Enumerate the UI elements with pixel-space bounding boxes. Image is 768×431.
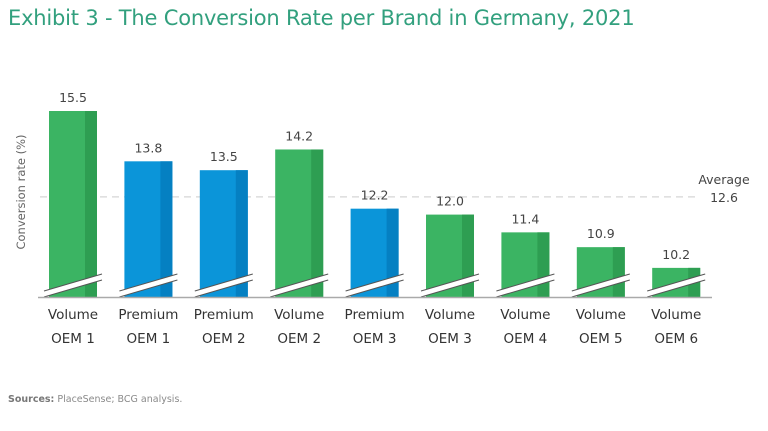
data-label: 12.0 <box>436 194 464 209</box>
bar-shade <box>235 170 248 297</box>
axis-break-line <box>647 273 706 292</box>
axis-break <box>194 274 253 297</box>
x-tick-label-segment: Volume <box>48 307 98 323</box>
axis-break-line <box>43 279 103 298</box>
bar-shade <box>612 247 625 297</box>
x-tick-label-brand: OEM 2 <box>202 331 246 347</box>
axis-break-line <box>496 273 555 292</box>
data-label: 11.4 <box>511 211 539 226</box>
axis-break-line <box>420 279 480 298</box>
axis-break-line <box>119 273 178 292</box>
x-tick-label-brand: OEM 1 <box>51 331 95 347</box>
y-axis-label: Conversion rate (%) <box>14 134 28 249</box>
axis-break-line <box>345 279 404 298</box>
axis-break-line <box>194 279 253 298</box>
data-label: 12.2 <box>361 188 389 203</box>
x-tick-label-brand: OEM 3 <box>353 331 397 347</box>
x-tick-label-segment: Volume <box>500 307 550 323</box>
average-value: 12.6 <box>710 190 738 205</box>
source-text: PlaceSense; BCG analysis. <box>57 394 183 405</box>
x-tick-label-brand: OEM 2 <box>277 331 321 347</box>
axis-break <box>119 274 178 297</box>
x-tick-label-brand: OEM 3 <box>428 331 472 347</box>
data-label: 13.5 <box>210 149 238 164</box>
x-tick-label-segment: Volume <box>274 307 324 323</box>
x-tick-label-brand: OEM 6 <box>654 331 698 347</box>
x-tick-label-segment: Volume <box>576 307 626 323</box>
bar-shade <box>311 149 324 297</box>
x-tick-label-brand: OEM 5 <box>579 331 623 347</box>
axis-break-line <box>571 273 630 292</box>
x-tick-label-brand: OEM 4 <box>504 331 548 347</box>
axis-break-line <box>571 279 630 298</box>
axis-break <box>571 274 630 297</box>
axis-break-line <box>119 279 178 298</box>
axis-break <box>345 274 404 297</box>
axis-break <box>496 274 555 297</box>
source-label: Sources: <box>8 394 55 405</box>
axis-break-line <box>496 279 555 298</box>
data-label: 15.5 <box>59 90 87 105</box>
x-tick-label-segment: Premium <box>194 307 254 323</box>
x-tick-label-segment: Volume <box>651 307 701 323</box>
bar-shade <box>386 208 399 297</box>
axis-break <box>44 274 102 297</box>
axis-break-line <box>420 273 480 292</box>
axis-break <box>421 274 479 297</box>
axis-break-line <box>345 273 404 292</box>
data-label: 10.2 <box>662 247 690 262</box>
axis-break-line <box>647 279 706 298</box>
axis-break-line <box>270 273 329 292</box>
x-tick-label-segment: Premium <box>118 307 178 323</box>
axis-break-line <box>194 273 253 292</box>
axis-break-line <box>43 273 103 292</box>
x-tick-label-brand: OEM 1 <box>127 331 171 347</box>
axis-break-line <box>270 279 329 298</box>
axis-break <box>270 274 329 297</box>
bar-shade <box>85 111 97 297</box>
x-tick-label-segment: Volume <box>425 307 475 323</box>
average-label: Average <box>698 172 750 187</box>
bar-shade <box>160 161 173 297</box>
data-label: 13.8 <box>134 140 162 155</box>
chart-title: Exhibit 3 - The Conversion Rate per Bran… <box>8 6 635 30</box>
source-note: Sources: PlaceSense; BCG analysis. <box>8 394 182 405</box>
data-label: 10.9 <box>587 226 615 241</box>
bar-shade <box>537 232 550 297</box>
axis-break <box>647 274 706 297</box>
x-tick-label-segment: Premium <box>345 307 405 323</box>
data-label: 14.2 <box>285 128 313 143</box>
